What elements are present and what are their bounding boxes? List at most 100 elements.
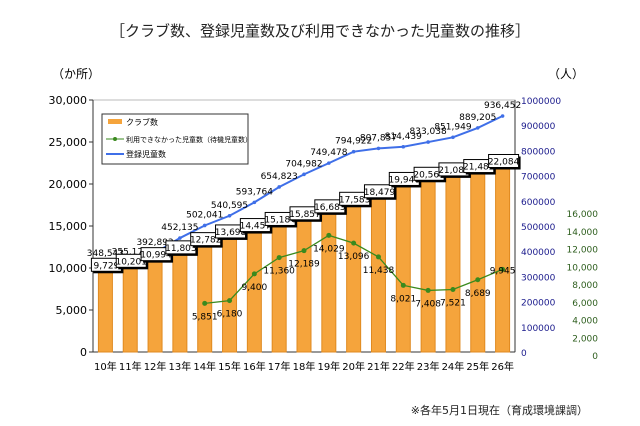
green-point	[500, 266, 506, 272]
green-point	[375, 254, 381, 260]
bar-label-box	[488, 153, 520, 168]
right-tick-label: 300000	[521, 273, 556, 283]
blue-point	[252, 200, 257, 205]
blue-data-label: 833,038	[410, 127, 447, 137]
green-data-label: 8,021	[390, 294, 416, 304]
left-tick-label: 0	[80, 346, 87, 359]
x-tick-label: 16年	[243, 360, 266, 373]
green-tick-label: 4,000	[572, 317, 598, 327]
green-data-label: 11,360	[263, 267, 295, 277]
bar	[445, 174, 461, 353]
bar	[97, 269, 113, 353]
green-tick-label: 16,000	[567, 210, 599, 220]
blue-data-label: 814,439	[385, 132, 422, 142]
right-tick-label: 100000	[521, 324, 556, 334]
green-tick-label: 10,000	[567, 263, 599, 273]
legend-green-marker	[113, 137, 117, 141]
blue-data-label: 704,982	[285, 159, 322, 169]
blue-data-label: 851,949	[434, 122, 471, 132]
bar	[346, 203, 362, 353]
bar-data-label: 13,698	[215, 228, 247, 238]
right-unit: （人）	[548, 67, 584, 81]
green-point	[450, 286, 456, 292]
green-data-label: 12,189	[288, 260, 320, 270]
green-point	[400, 282, 406, 288]
right-tick-label: 800000	[521, 147, 556, 157]
blue-point	[327, 161, 331, 165]
x-tick-label: 22年	[392, 360, 415, 373]
blue-point	[202, 223, 207, 228]
green-data-label: 13,096	[338, 252, 370, 262]
green-point	[301, 248, 307, 254]
green-data-label: 9,945	[490, 266, 516, 276]
bar-data-label: 9,729	[94, 261, 120, 271]
green-point	[351, 240, 357, 246]
bar	[296, 218, 312, 353]
left-tick-label: 20,000	[49, 178, 88, 191]
left-unit: （か所）	[52, 67, 100, 81]
legend-label: クラブ数	[126, 117, 158, 127]
left-tick-label: 25,000	[49, 136, 88, 149]
blue-point	[277, 185, 281, 189]
bar	[197, 244, 213, 353]
bar	[271, 223, 287, 353]
blue-data-label: 540,595	[211, 201, 248, 211]
x-tick-label: 17年	[268, 360, 291, 373]
x-tick-label: 21年	[367, 360, 390, 373]
bar	[470, 171, 486, 353]
x-tick-label: 24年	[442, 360, 465, 373]
legend-label: 登録児童数	[126, 149, 166, 159]
bar-data-label: 21,085	[438, 166, 470, 176]
green-point	[326, 232, 332, 238]
right-tick-label: 900000	[521, 122, 556, 132]
bar-label-box	[363, 184, 395, 199]
bar-data-label: 21,482	[463, 163, 495, 173]
right-tick-label: 0	[521, 349, 527, 359]
bar-data-label: 20,561	[413, 170, 445, 180]
x-tick-label: 25年	[466, 360, 489, 373]
x-tick-label: 10年	[94, 360, 117, 373]
bar	[122, 265, 138, 353]
blue-data-label: 348,543	[87, 249, 124, 259]
green-data-label: 11,438	[363, 266, 395, 276]
blue-data-label: 936,452	[484, 101, 521, 111]
blue-data-label: 355,176	[112, 247, 149, 257]
blue-data-label: 452,135	[161, 223, 198, 233]
bar-data-label: 22,084	[488, 157, 520, 167]
legend	[101, 113, 249, 165]
bar-data-label: 12,782	[190, 236, 222, 246]
left-tick-label: 5,000	[56, 304, 88, 317]
right-tick-label: 700000	[521, 173, 556, 183]
green-data-label: 8,689	[465, 289, 491, 299]
blue-point	[302, 172, 306, 177]
bar-data-label: 15,857	[289, 210, 321, 220]
legend-bar-swatch	[108, 119, 122, 124]
left-tick-label: 10,000	[49, 262, 88, 275]
blue-data-label: 889,205	[459, 113, 496, 123]
blue-point	[451, 135, 455, 140]
green-tick-label: 12,000	[567, 246, 599, 256]
x-tick-label: 23年	[417, 360, 440, 373]
chart-note: ※各年5月1日現在（育成環境課調）	[410, 404, 588, 417]
bar-data-label: 11,803	[165, 244, 197, 254]
green-point	[251, 271, 257, 277]
right-tick-label: 1000000	[521, 97, 561, 107]
bar	[172, 252, 188, 353]
blue-point	[178, 236, 182, 240]
blue-point	[401, 144, 406, 149]
right-tick-label: 600000	[521, 198, 556, 208]
green-tick-label: 14,000	[567, 228, 599, 238]
blue-point	[351, 149, 356, 154]
blue-data-label: 593,764	[236, 187, 273, 197]
green-data-label: 5,851	[192, 312, 218, 322]
right-tick-label: 200000	[521, 299, 556, 309]
bar	[147, 259, 163, 353]
x-tick-label: 14年	[193, 360, 216, 373]
x-tick-label: 20年	[342, 360, 365, 373]
bar-data-label: 10,201	[115, 257, 147, 267]
left-tick-label: 30,000	[49, 94, 88, 107]
green-point	[227, 298, 233, 304]
x-tick-label: 18年	[293, 360, 316, 373]
